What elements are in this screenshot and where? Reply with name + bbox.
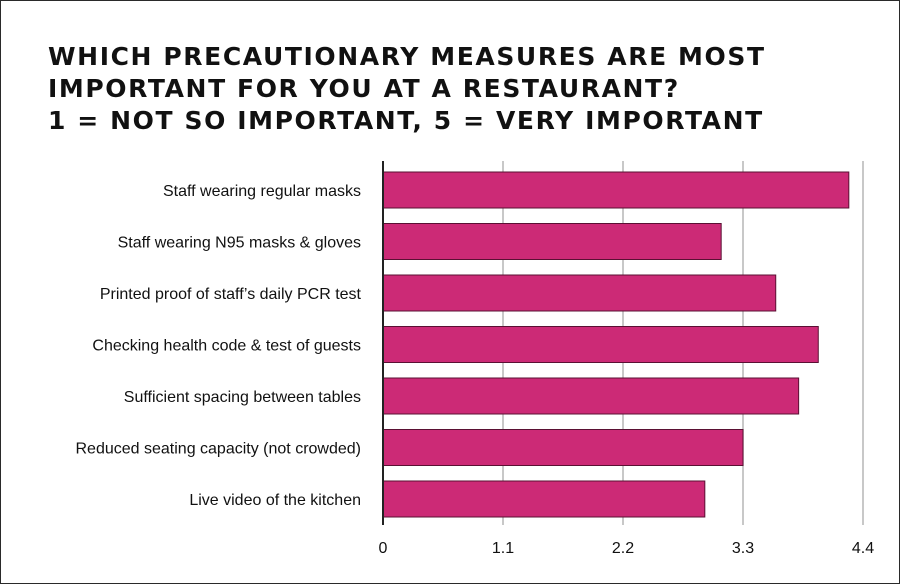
bar <box>382 480 706 518</box>
bar <box>382 171 850 209</box>
bar <box>382 223 722 260</box>
category-label: Live video of the kitchen <box>189 492 361 509</box>
category-label: Sufficient spacing between tables <box>124 389 361 406</box>
bar <box>382 377 800 415</box>
bar <box>382 274 777 312</box>
x-tick-label: 3.3 <box>732 540 754 557</box>
chart-title-line-1: Which precautionary measures are most <box>48 42 766 71</box>
x-tick-label: 2.2 <box>612 540 634 557</box>
chart-title-line-3: 1 = Not so important, 5 = Very important <box>48 106 764 135</box>
chart-title: Which precautionary measures are most im… <box>48 41 766 137</box>
category-label: Staff wearing regular masks <box>163 183 361 200</box>
category-label: Reduced seating capacity (not crowded) <box>76 441 362 458</box>
x-tick-label: 0 <box>379 540 388 557</box>
category-label: Printed proof of staff’s daily PCR test <box>100 286 362 303</box>
category-label: Checking health code & test of guests <box>92 338 361 355</box>
chart-title-line-2: important for you at a restaurant? <box>48 74 680 103</box>
bar <box>382 429 744 466</box>
bar <box>382 326 819 363</box>
x-tick-label: 4.4 <box>852 540 874 557</box>
category-label: Staff wearing N95 masks & gloves <box>118 235 361 252</box>
x-tick-label: 1.1 <box>492 540 514 557</box>
